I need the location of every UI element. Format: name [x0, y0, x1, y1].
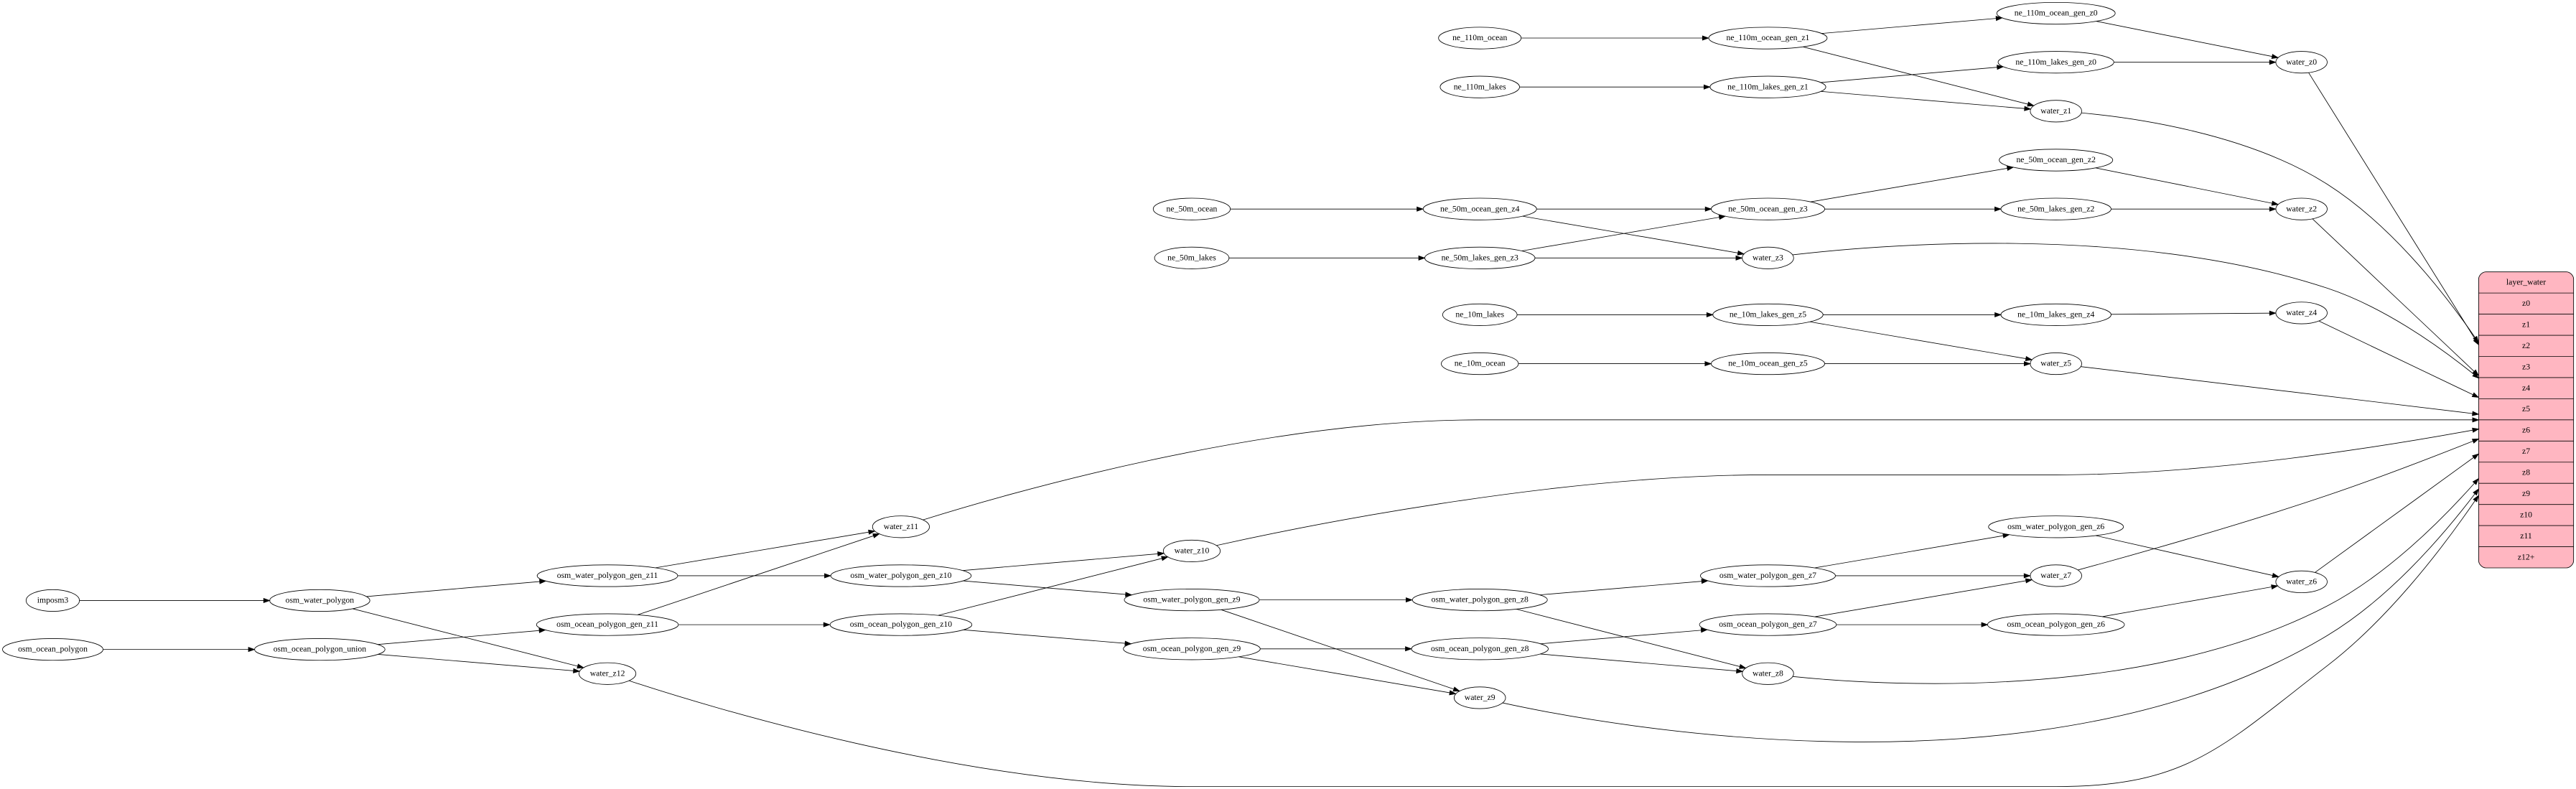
svg-text:layer_water: layer_water [2506, 277, 2546, 286]
svg-text:ne_50m_ocean: ne_50m_ocean [1167, 204, 1218, 213]
svg-text:ne_50m_lakes_gen_z3: ne_50m_lakes_gen_z3 [1442, 253, 1518, 262]
svg-text:osm_ocean_polygon_gen_z10: osm_ocean_polygon_gen_z10 [850, 620, 952, 629]
svg-text:osm_water_polygon_gen_z7: osm_water_polygon_gen_z7 [1719, 571, 1816, 580]
svg-text:z8: z8 [2522, 468, 2530, 477]
svg-text:z1: z1 [2522, 319, 2530, 329]
svg-text:water_z1: water_z1 [2040, 106, 2071, 116]
svg-text:water_z10: water_z10 [1175, 546, 1210, 556]
svg-text:z9: z9 [2522, 489, 2530, 498]
svg-text:z5: z5 [2522, 404, 2530, 414]
svg-text:ne_110m_ocean_gen_z0: ne_110m_ocean_gen_z0 [2015, 9, 2098, 18]
svg-text:osm_water_polygon_gen_z9: osm_water_polygon_gen_z9 [1143, 595, 1240, 604]
svg-text:osm_ocean_polygon: osm_ocean_polygon [18, 645, 88, 654]
svg-text:z6: z6 [2522, 426, 2530, 435]
svg-text:z4: z4 [2522, 383, 2530, 393]
svg-text:water_z5: water_z5 [2040, 359, 2071, 368]
svg-text:ne_10m_lakes_gen_z4: ne_10m_lakes_gen_z4 [2017, 310, 2094, 319]
svg-text:z0: z0 [2522, 299, 2530, 308]
svg-text:ne_50m_ocean_gen_z2: ne_50m_ocean_gen_z2 [2016, 155, 2096, 164]
svg-text:ne_50m_lakes_gen_z2: ne_50m_lakes_gen_z2 [2017, 204, 2094, 213]
svg-text:water_z6: water_z6 [2286, 576, 2317, 586]
svg-text:water_z2: water_z2 [2286, 204, 2317, 213]
svg-text:ne_10m_ocean: ne_10m_ocean [1455, 359, 1506, 368]
svg-text:water_z11: water_z11 [884, 522, 918, 531]
svg-text:osm_ocean_polygon_gen_z6: osm_ocean_polygon_gen_z6 [2007, 620, 2105, 629]
svg-text:osm_water_polygon_gen_z11: osm_water_polygon_gen_z11 [557, 571, 658, 580]
svg-text:ne_50m_lakes: ne_50m_lakes [1167, 253, 1216, 262]
svg-text:ne_110m_lakes: ne_110m_lakes [1454, 82, 1506, 91]
svg-text:water_z8: water_z8 [1753, 668, 1783, 678]
svg-text:osm_ocean_polygon_gen_z7: osm_ocean_polygon_gen_z7 [1719, 620, 1817, 629]
svg-text:water_z9: water_z9 [1465, 693, 1495, 702]
svg-text:water_z4: water_z4 [2286, 308, 2317, 317]
svg-text:ne_110m_ocean_gen_z1: ne_110m_ocean_gen_z1 [1727, 33, 1810, 42]
svg-text:z7: z7 [2522, 447, 2530, 456]
svg-text:osm_water_polygon_gen_z8: osm_water_polygon_gen_z8 [1432, 595, 1529, 604]
svg-text:water_z7: water_z7 [2040, 571, 2071, 580]
svg-text:z3: z3 [2522, 362, 2530, 371]
svg-text:ne_110m_lakes_gen_z1: ne_110m_lakes_gen_z1 [1727, 82, 1809, 91]
svg-text:z11: z11 [2520, 531, 2532, 541]
svg-text:water_z12: water_z12 [590, 668, 625, 678]
svg-text:osm_water_polygon_gen_z6: osm_water_polygon_gen_z6 [2007, 522, 2104, 531]
svg-text:imposm3: imposm3 [37, 596, 69, 605]
svg-text:osm_ocean_polygon_gen_z11: osm_ocean_polygon_gen_z11 [556, 620, 658, 629]
svg-text:osm_water_polygon: osm_water_polygon [286, 596, 355, 605]
svg-text:ne_10m_lakes_gen_z5: ne_10m_lakes_gen_z5 [1730, 310, 1806, 319]
svg-text:z2: z2 [2522, 341, 2530, 350]
svg-text:osm_ocean_polygon_gen_z8: osm_ocean_polygon_gen_z8 [1431, 644, 1529, 653]
svg-text:ne_50m_ocean_gen_z3: ne_50m_ocean_gen_z3 [1728, 204, 1808, 213]
svg-text:water_z0: water_z0 [2286, 57, 2317, 67]
svg-text:ne_50m_ocean_gen_z4: ne_50m_ocean_gen_z4 [1440, 204, 1520, 213]
svg-text:z10: z10 [2520, 510, 2532, 519]
svg-text:ne_10m_ocean_gen_z5: ne_10m_ocean_gen_z5 [1728, 359, 1808, 368]
svg-text:water_z3: water_z3 [1753, 253, 1783, 262]
svg-text:ne_110m_ocean: ne_110m_ocean [1452, 33, 1507, 42]
svg-text:ne_10m_lakes: ne_10m_lakes [1455, 310, 1504, 319]
svg-text:osm_ocean_polygon_union: osm_ocean_polygon_union [274, 645, 366, 654]
svg-text:osm_ocean_polygon_gen_z9: osm_ocean_polygon_gen_z9 [1143, 644, 1241, 653]
svg-text:osm_water_polygon_gen_z10: osm_water_polygon_gen_z10 [850, 571, 951, 580]
svg-text:z12+: z12+ [2518, 552, 2535, 561]
svg-text:ne_110m_lakes_gen_z0: ne_110m_lakes_gen_z0 [2015, 57, 2096, 67]
